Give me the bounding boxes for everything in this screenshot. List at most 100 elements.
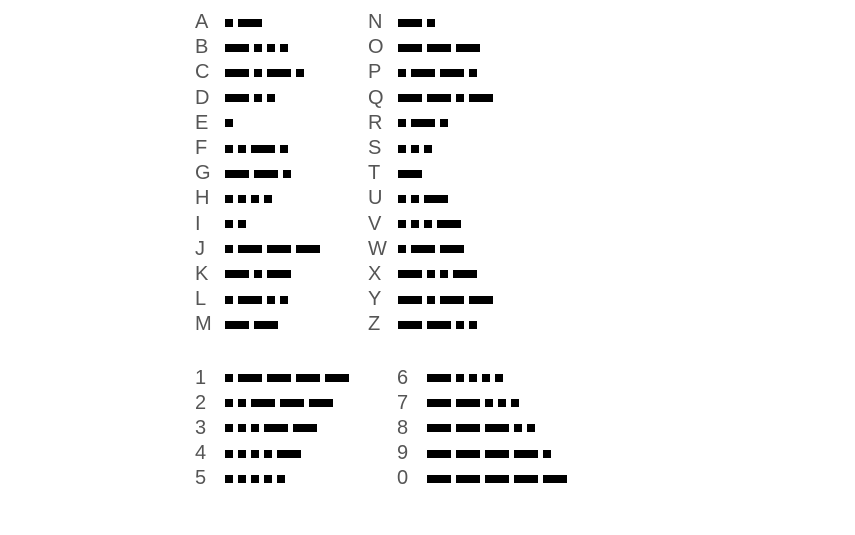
character-label: I [195,213,225,236]
dash-symbol [267,245,291,253]
character-label: L [195,288,225,311]
dash-symbol [411,119,435,127]
dot-symbol [485,399,493,407]
dash-symbol [427,475,451,483]
character-label: C [195,61,225,84]
morse-row: U [368,186,493,211]
morse-row: 1 [195,365,349,390]
character-label: 6 [397,367,427,390]
dash-symbol [469,296,493,304]
dash-symbol [238,245,262,253]
dash-symbol [427,321,451,329]
dot-symbol [238,220,246,228]
dot-symbol [225,19,233,27]
morse-code [427,475,567,483]
character-label: B [195,36,225,59]
dash-symbol [398,321,422,329]
dash-symbol [424,195,448,203]
dash-symbol [238,19,262,27]
morse-code [225,119,233,127]
morse-row: N [368,10,493,35]
dash-symbol [469,94,493,102]
morse-code [427,424,535,432]
character-label: H [195,187,225,210]
morse-code [225,69,304,77]
dash-symbol [456,44,480,52]
morse-code [225,374,349,382]
dot-symbol [280,145,288,153]
dot-symbol [254,94,262,102]
dash-symbol [267,270,291,278]
dot-symbol [280,296,288,304]
dot-symbol [543,450,551,458]
morse-row: Q [368,86,493,111]
dot-symbol [225,424,233,432]
dot-symbol [264,450,272,458]
dot-symbol [225,245,233,253]
dash-symbol [296,374,320,382]
morse-code [225,296,288,304]
morse-code [225,450,301,458]
morse-code [427,450,551,458]
dash-symbol [456,424,480,432]
morse-code [398,195,448,203]
morse-code [398,245,464,253]
morse-code [398,170,422,178]
dash-symbol [427,94,451,102]
morse-code [427,399,519,407]
character-label: 5 [195,467,225,490]
dash-symbol [238,374,262,382]
dot-symbol [398,220,406,228]
dot-symbol [440,119,448,127]
dash-symbol [514,475,538,483]
character-label: 0 [397,467,427,490]
character-label: J [195,238,225,261]
dot-symbol [267,296,275,304]
character-label: O [368,36,398,59]
character-label: K [195,263,225,286]
dash-symbol [440,296,464,304]
dash-symbol [267,374,291,382]
dot-symbol [225,475,233,483]
morse-row: D [195,86,320,111]
character-label: T [368,162,398,185]
dash-symbol [280,399,304,407]
dash-symbol [225,94,249,102]
character-label: Q [368,87,398,110]
dot-symbol [456,374,464,382]
dot-symbol [440,270,448,278]
morse-code [398,321,477,329]
dash-symbol [427,424,451,432]
dot-symbol [225,119,233,127]
morse-row: A [195,10,320,35]
morse-code [225,220,246,228]
dash-symbol [325,374,349,382]
dash-symbol [453,270,477,278]
dash-symbol [456,475,480,483]
morse-row: H [195,186,320,211]
dot-symbol [482,374,490,382]
morse-row: 7 [397,391,567,416]
morse-code [225,321,278,329]
dot-symbol [238,145,246,153]
dot-symbol [238,475,246,483]
dot-symbol [469,69,477,77]
dash-symbol [398,296,422,304]
dot-symbol [398,145,406,153]
dash-symbol [427,44,451,52]
dot-symbol [238,399,246,407]
dot-symbol [254,69,262,77]
dot-symbol [283,170,291,178]
character-label: A [195,11,225,34]
digits-col-left: 12345 [195,365,349,491]
character-label: 4 [195,442,225,465]
dot-symbol [427,270,435,278]
dash-symbol [485,450,509,458]
dash-symbol [264,424,288,432]
morse-code [225,94,275,102]
morse-code [225,19,262,27]
dot-symbol [456,94,464,102]
morse-code [398,69,477,77]
dash-symbol [254,321,278,329]
morse-row: J [195,237,320,262]
